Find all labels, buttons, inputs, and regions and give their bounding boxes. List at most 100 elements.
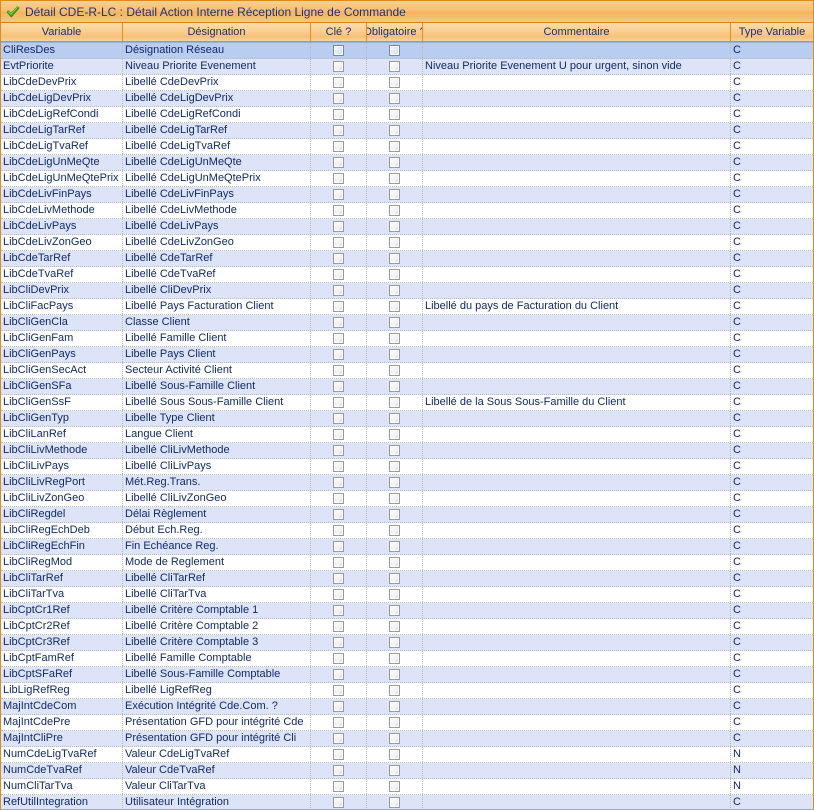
cle-checkbox[interactable] [333,765,344,776]
cell-obligatoire[interactable] [367,491,423,506]
cell-obligatoire[interactable] [367,219,423,234]
cell-cle[interactable] [311,331,367,346]
cell-cle[interactable] [311,587,367,602]
table-row[interactable]: LibCliRegMod Mode de Reglement C [1,555,813,571]
cle-checkbox[interactable] [333,701,344,712]
cell-cle[interactable] [311,635,367,650]
table-row[interactable]: LibCliGenFam Libellé Famille Client C [1,331,813,347]
cle-checkbox[interactable] [333,397,344,408]
cell-cle[interactable] [311,523,367,538]
cle-checkbox[interactable] [333,109,344,120]
cle-checkbox[interactable] [333,749,344,760]
cle-checkbox[interactable] [333,157,344,168]
cell-obligatoire[interactable] [367,475,423,490]
column-header-designation[interactable]: Désignation [123,23,311,41]
obligatoire-checkbox[interactable] [389,445,400,456]
obligatoire-checkbox[interactable] [389,557,400,568]
obligatoire-checkbox[interactable] [389,429,400,440]
cle-checkbox[interactable] [333,237,344,248]
cell-obligatoire[interactable] [367,795,423,809]
cell-cle[interactable] [311,395,367,410]
cell-obligatoire[interactable] [367,747,423,762]
cle-checkbox[interactable] [333,477,344,488]
cell-cle[interactable] [311,683,367,698]
cell-cle[interactable] [311,411,367,426]
table-row[interactable]: LibCdeTarRef Libellé CdeTarRef C [1,251,813,267]
obligatoire-checkbox[interactable] [389,493,400,504]
table-row[interactable]: LibCdeLigRefCondi Libellé CdeLigRefCondi C [1,107,813,123]
obligatoire-checkbox[interactable] [389,413,400,424]
cell-obligatoire[interactable] [367,203,423,218]
obligatoire-checkbox[interactable] [389,701,400,712]
table-row[interactable]: LibCliRegdel Délai Règlement C [1,507,813,523]
table-row[interactable]: LibCliGenSecAct Secteur Activité Client C [1,363,813,379]
table-row[interactable]: LibCliTarRef Libellé CliTarRef C [1,571,813,587]
cle-checkbox[interactable] [333,141,344,152]
cell-cle[interactable] [311,379,367,394]
table-row[interactable]: LibCdeLivPays Libellé CdeLivPays C [1,219,813,235]
table-row[interactable]: RefUtilIntegration Utilisateur Intégratio… [1,795,813,809]
obligatoire-checkbox[interactable] [389,173,400,184]
obligatoire-checkbox[interactable] [389,205,400,216]
cell-cle[interactable] [311,123,367,138]
cell-cle[interactable] [311,315,367,330]
cell-obligatoire[interactable] [367,251,423,266]
cell-obligatoire[interactable] [367,715,423,730]
column-header-cle[interactable]: Clé ? [311,23,367,41]
cell-cle[interactable] [311,507,367,522]
cell-obligatoire[interactable] [367,635,423,650]
cell-obligatoire[interactable] [367,299,423,314]
obligatoire-checkbox[interactable] [389,477,400,488]
cle-checkbox[interactable] [333,125,344,136]
cle-checkbox[interactable] [333,413,344,424]
obligatoire-checkbox[interactable] [389,45,400,56]
cell-obligatoire[interactable] [367,507,423,522]
obligatoire-checkbox[interactable] [389,253,400,264]
table-row[interactable]: LibLigRefReg Libellé LigRefReg C [1,683,813,699]
cell-cle[interactable] [311,475,367,490]
cle-checkbox[interactable] [333,685,344,696]
cell-obligatoire[interactable] [367,171,423,186]
obligatoire-checkbox[interactable] [389,365,400,376]
obligatoire-checkbox[interactable] [389,573,400,584]
cle-checkbox[interactable] [333,669,344,680]
cell-cle[interactable] [311,699,367,714]
cle-checkbox[interactable] [333,333,344,344]
cle-checkbox[interactable] [333,621,344,632]
table-row[interactable]: LibCliGenSFa Libellé Sous-Famille Client C [1,379,813,395]
cell-obligatoire[interactable] [367,619,423,634]
table-row[interactable]: LibCliLivPays Libellé CliLivPays C [1,459,813,475]
table-row[interactable]: LibCdeLigTvaRef Libellé CdeLigTvaRef C [1,139,813,155]
cle-checkbox[interactable] [333,301,344,312]
cell-obligatoire[interactable] [367,91,423,106]
column-header-type-variable[interactable]: Type Variable [738,26,806,38]
obligatoire-checkbox[interactable] [389,141,400,152]
cell-cle[interactable] [311,347,367,362]
obligatoire-checkbox[interactable] [389,189,400,200]
cell-cle[interactable] [311,299,367,314]
table-row[interactable]: LibCptCr3Ref Libellé Critère Comptable 3 C [1,635,813,651]
cle-checkbox[interactable] [333,205,344,216]
cell-cle[interactable] [311,251,367,266]
cle-checkbox[interactable] [333,429,344,440]
cle-checkbox[interactable] [333,77,344,88]
cell-cle[interactable] [311,619,367,634]
cell-obligatoire[interactable] [367,411,423,426]
table-row[interactable]: LibCliGenSsF Libellé Sous Sous-Famille Cl… [1,395,813,411]
obligatoire-checkbox[interactable] [389,269,400,280]
cell-obligatoire[interactable] [367,43,423,58]
cle-checkbox[interactable] [333,221,344,232]
cle-checkbox[interactable] [333,381,344,392]
table-row[interactable]: LibCdeLivFinPays Libellé CdeLivFinPays C [1,187,813,203]
table-row[interactable]: MajIntCdeCom Exécution Intégrité Cde.Com.… [1,699,813,715]
obligatoire-checkbox[interactable] [389,781,400,792]
table-row[interactable]: LibCdeLivMethode Libellé CdeLivMethode C [1,203,813,219]
cell-obligatoire[interactable] [367,587,423,602]
table-row[interactable]: MajIntCdePre Présentation GFD pour intégr… [1,715,813,731]
cell-obligatoire[interactable] [367,347,423,362]
cle-checkbox[interactable] [333,733,344,744]
cell-cle[interactable] [311,667,367,682]
cell-obligatoire[interactable] [367,731,423,746]
cell-obligatoire[interactable] [367,779,423,794]
cell-obligatoire[interactable] [367,539,423,554]
